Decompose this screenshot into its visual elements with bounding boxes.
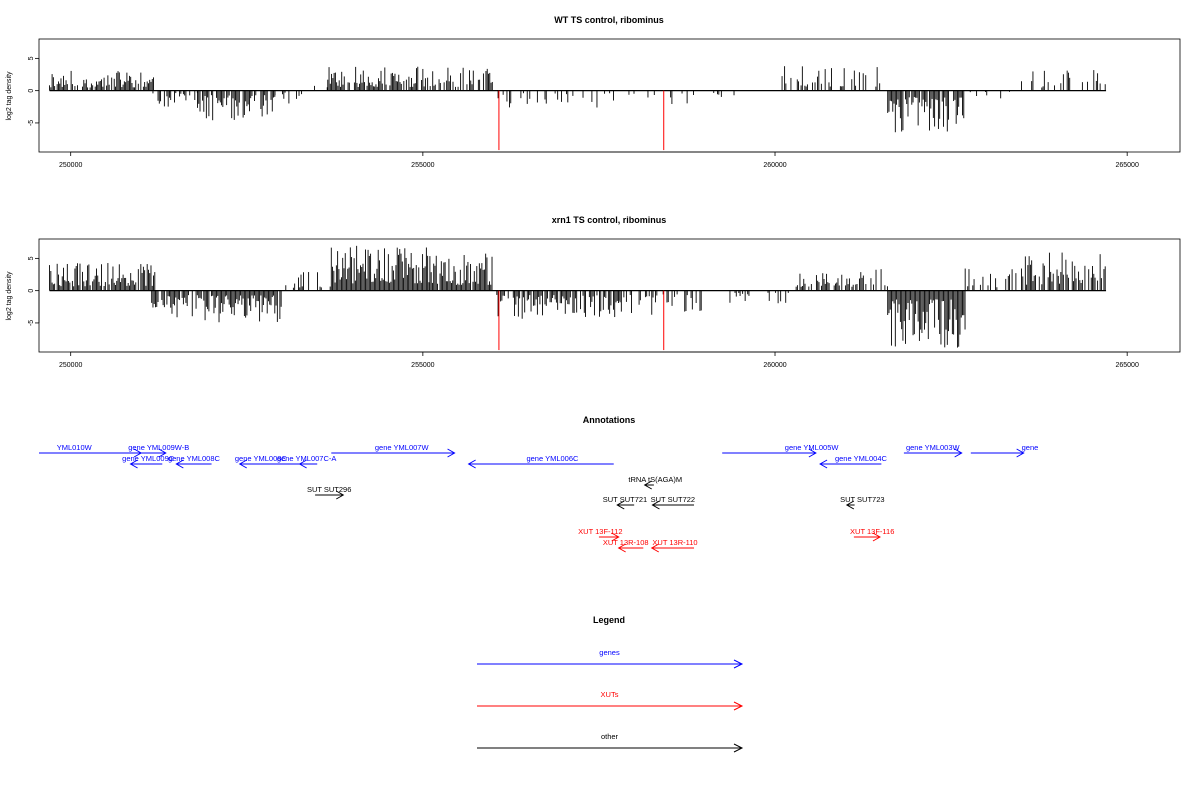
feature-arrowhead — [447, 448, 456, 458]
legend-item-arrowhead — [733, 701, 744, 711]
feature-arrowhead — [808, 448, 817, 458]
x-axis: 250000 255000 260000 265000 — [59, 151, 1139, 169]
feature-arrowhead — [872, 532, 881, 542]
feature-label: gene YML008C — [235, 454, 288, 463]
legend-title: Legend — [593, 615, 625, 625]
feature-label: gene — [1022, 443, 1039, 452]
feature-arrowhead — [651, 500, 660, 510]
legend-item-arrowhead — [733, 659, 744, 669]
x-axis: 250000 255000 260000 265000 — [59, 351, 1139, 369]
feature-label: gene YML007W — [375, 443, 430, 452]
xrn1-coverage-panel: xrn1 TS control, ribominus log2 tag dens… — [6, 215, 1181, 369]
feature-label: XUT 13R-110 — [652, 538, 697, 547]
x-tick-label: 260000 — [763, 362, 786, 369]
feature-label: gene YML009W-B — [128, 443, 189, 452]
feature-arrowhead — [643, 480, 652, 490]
feature-arrowhead — [845, 500, 855, 510]
feature-arrowhead — [336, 490, 345, 500]
wt-coverage-panel: WT TS control, ribominus log2 tag densit… — [6, 15, 1181, 169]
feature-label: gene YML006C — [526, 454, 579, 463]
x-tick-label: 260000 — [763, 162, 786, 169]
x-tick-label: 255000 — [411, 362, 434, 369]
coverage-bars — [49, 66, 1107, 133]
y-axis-label: log2 tag density — [6, 271, 13, 321]
y-axis-label: log2 tag density — [6, 71, 13, 121]
spike-markers — [498, 90, 665, 151]
legend-item-label: other — [601, 732, 619, 741]
annotations-title: Annotations — [583, 415, 636, 425]
annotations-track: Annotations YML010W gene YML009W-B gene YM… — [39, 415, 1039, 553]
feature-arrowhead — [129, 459, 138, 469]
feature-arrowhead — [158, 448, 167, 458]
panel-title: xrn1 TS control, ribominus — [552, 215, 667, 225]
feature-arrowhead — [616, 500, 625, 510]
feature-label: XUT 13F-112 — [578, 527, 622, 536]
feature-arrowhead — [954, 448, 963, 458]
feature-arrowhead — [819, 459, 828, 469]
feature-label: gene YML003W — [906, 443, 961, 452]
plot-frame — [38, 38, 1181, 153]
legend-item-label: XUTs — [601, 690, 619, 699]
feature-label: YML010W — [57, 443, 93, 452]
y-tick-label: -5 — [28, 120, 35, 126]
feature-label: SUT SUT722 — [651, 495, 695, 504]
feature-label: XUT 13F-116 — [850, 527, 894, 536]
feature-arrowhead — [650, 543, 660, 553]
feature-arrowhead — [238, 459, 247, 469]
feature-label: SUT SUT721 — [603, 495, 647, 504]
y-tick-label: 5 — [28, 56, 35, 60]
y-axis: 5 0 -5 — [28, 256, 40, 326]
feature-arrowhead — [467, 459, 476, 469]
y-tick-label: 0 — [28, 89, 35, 93]
y-tick-label: -5 — [28, 320, 35, 326]
legend-item-arrowhead — [733, 743, 744, 753]
legend-item-label: genes — [599, 648, 620, 657]
x-tick-label: 265000 — [1115, 162, 1138, 169]
feature-label: tRNA tS(AGA)M — [628, 475, 682, 484]
feature-label: XUT 13R-108 — [603, 538, 649, 547]
feature-label: gene YML004C — [835, 454, 888, 463]
y-tick-label: 5 — [28, 256, 35, 260]
y-axis: 5 0 -5 — [28, 56, 40, 126]
feature-arrowhead — [611, 532, 620, 542]
feature-label: SUT SUT296 — [307, 485, 351, 494]
legend-items: genes XUTs other — [477, 648, 744, 753]
feature-arrowhead — [1016, 448, 1025, 458]
x-tick-label: 265000 — [1115, 362, 1138, 369]
coverage-bars — [49, 245, 1107, 348]
legend: Legend genes XUTs other — [477, 615, 744, 753]
panel-title: WT TS control, ribominus — [554, 15, 664, 25]
x-tick-label: 250000 — [59, 362, 82, 369]
feature-label: gene YML007C-A — [277, 454, 336, 463]
y-tick-label: 0 — [28, 289, 35, 293]
feature-arrowhead — [617, 543, 626, 553]
feature-label: gene YML009C — [122, 454, 175, 463]
feature-label: SUT SUT723 — [840, 495, 884, 504]
feature-label: gene YML005W — [785, 443, 840, 452]
feature-label: gene YML008C — [168, 454, 221, 463]
feature-arrowhead — [175, 459, 184, 469]
spike-markers — [498, 290, 665, 351]
x-tick-label: 250000 — [59, 162, 82, 169]
feature-arrowhead — [298, 459, 307, 469]
x-tick-label: 255000 — [411, 162, 434, 169]
